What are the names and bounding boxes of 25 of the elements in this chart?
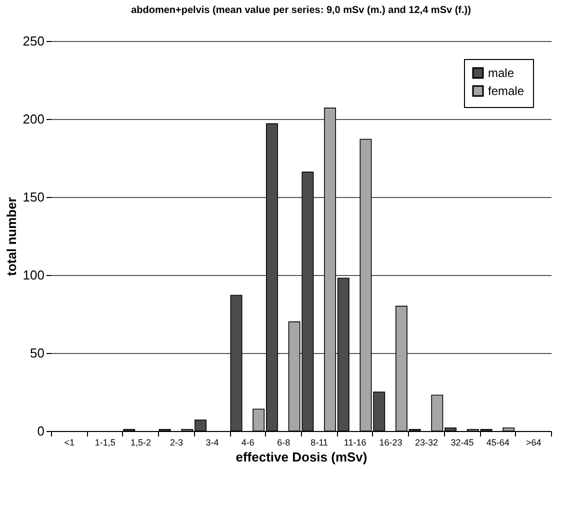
x-tick-label: 45-64 — [486, 438, 510, 448]
y-tick-label: 0 — [37, 424, 44, 438]
x-axis-title: effective Dosis (mSv) — [236, 450, 368, 464]
y-tick-label: 150 — [22, 190, 44, 204]
x-tick-label: >64 — [526, 438, 542, 448]
x-tick-label: 4-6 — [241, 438, 254, 448]
x-tick-label: 2-3 — [170, 438, 184, 448]
y-tick-label: 100 — [22, 268, 44, 282]
x-tick-label: 11-16 — [344, 438, 366, 448]
y-tick-label: 50 — [30, 346, 44, 360]
x-tick-label: 3-4 — [206, 438, 219, 448]
y-tick-label: 200 — [22, 112, 44, 126]
x-tick-label: 1-1,5 — [94, 438, 116, 448]
y-tick-label: 250 — [22, 34, 44, 48]
x-tick-label: 32-45 — [450, 438, 474, 448]
x-tick-label: <1 — [64, 438, 74, 448]
x-tick-label: 8-11 — [310, 438, 328, 448]
legend-label: male — [488, 66, 514, 80]
x-tick-label: 23-32 — [414, 438, 438, 448]
y-axis-title: total number — [4, 197, 19, 276]
chart-title: abdomen+pelvis (mean value per series: 9,0 mSv (m.) and 12,4 mSv (f.)) — [131, 5, 471, 16]
x-tick-label: 6-8 — [277, 438, 290, 448]
legend-label: female — [488, 84, 524, 98]
x-tick-label: 16-23 — [379, 438, 402, 448]
x-tick-label: 1,5-2 — [130, 438, 152, 448]
